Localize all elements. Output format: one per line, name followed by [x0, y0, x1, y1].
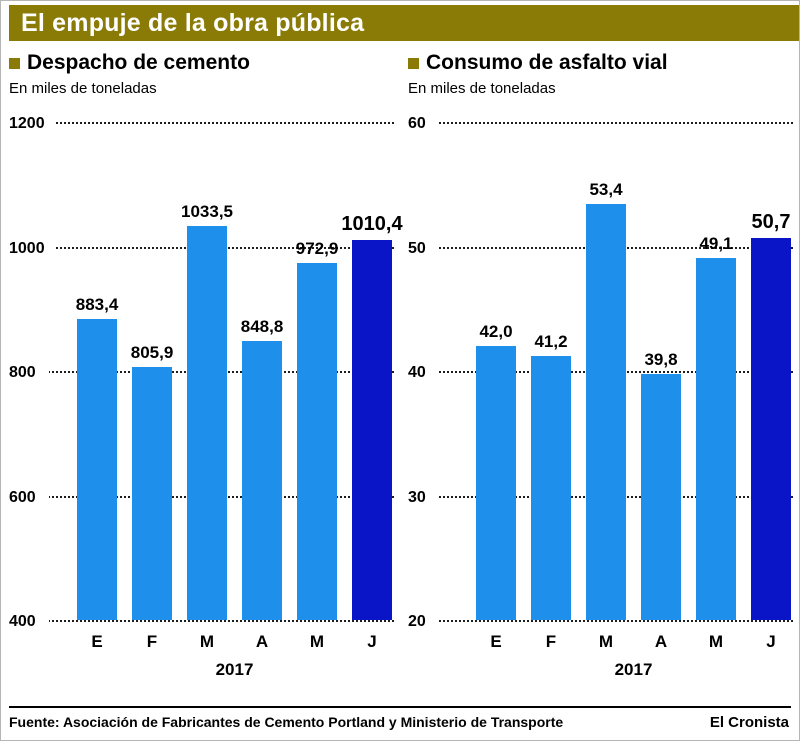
bar-column: 972,9 [295, 122, 339, 620]
bar-value-label: 805,9 [130, 343, 174, 363]
bar [242, 340, 282, 620]
bar-value-label-highlight: 1010,4 [341, 213, 403, 236]
bar-value-label: 49,1 [699, 233, 733, 253]
bar-highlight [352, 240, 392, 620]
x-tick-label: E [91, 632, 103, 651]
bullet-square-icon [9, 58, 20, 69]
x-tick-label: M [199, 632, 215, 651]
gridline: 60 [408, 114, 793, 134]
bullet-square-icon [408, 58, 419, 69]
x-tick-label: M [708, 632, 724, 651]
bar-column: 848,8 [240, 122, 284, 620]
chart-unit-label-asfalto: En miles de toneladas [408, 80, 556, 97]
bar [476, 346, 516, 620]
chart-header-cemento: Despacho de cemento [9, 51, 400, 75]
bar-value-label-highlight: 50,7 [751, 210, 791, 233]
bar-value-label: 883,4 [75, 295, 119, 315]
chart-title-asfalto: Consumo de asfalto vial [426, 51, 668, 74]
source-text: Fuente: Asociación de Fabricantes de Cem… [9, 714, 563, 730]
bar-column: 42,0 [476, 122, 516, 620]
plot-area-asfalto: 60 50 40 30 20 42,0 41,2 53,4 [408, 114, 799, 632]
x-axis-year-label: 2017 [614, 660, 653, 679]
x-tick-label: J [367, 632, 377, 651]
bar [641, 373, 681, 620]
x-tick-label: A [654, 632, 668, 651]
bars-group-cemento: 883,4 805,9 1033,5 848,8 [75, 122, 403, 620]
y-tick-label: 800 [9, 363, 49, 383]
gridline: 400 [9, 612, 394, 632]
y-tick-label: 1200 [9, 114, 54, 134]
footer: Fuente: Asociación de Fabricantes de Cem… [9, 714, 789, 731]
bar-column: 1033,5 [181, 122, 233, 620]
x-axis-categories-cemento: E F M A M J [77, 632, 392, 652]
chart-unit-label-cemento: En miles de toneladas [9, 80, 157, 97]
chart-header-asfalto: Consumo de asfalto vial [408, 51, 799, 75]
plot-area-cemento: 1200 1000 800 600 400 883,4 805,9 1033,5 [9, 114, 403, 632]
x-tick-label: M [598, 632, 614, 651]
footer-divider [9, 706, 791, 708]
y-tick-label: 20 [408, 612, 438, 632]
charts-row: Despacho de cemento En miles de tonelada… [1, 51, 799, 680]
y-tick-label: 400 [9, 612, 49, 632]
bar-column: 53,4 [586, 122, 626, 620]
bar [297, 263, 337, 620]
publication-credit: El Cronista [709, 714, 789, 731]
y-tick-label: 600 [9, 487, 49, 508]
bar-value-label: 41,2 [534, 332, 568, 352]
chart-panel-asfalto: Consumo de asfalto vial En miles de tone… [408, 51, 799, 680]
bar-column: 883,4 [75, 122, 119, 620]
bar-column: 49,1 [696, 122, 736, 620]
gridline: 20 [408, 612, 793, 632]
bar-value-label: 39,8 [644, 349, 678, 369]
y-tick-label: 1000 [9, 238, 54, 259]
bar-column-highlight: 50,7 [751, 122, 791, 620]
bar-highlight [751, 237, 791, 620]
x-tick-label: M [309, 632, 325, 651]
bar-value-label: 53,4 [589, 180, 623, 200]
bar-value-label: 42,0 [479, 322, 513, 342]
source-label: Fuente: [9, 714, 60, 730]
page-title: El empuje de la obra pública [9, 5, 799, 41]
bar [187, 225, 227, 620]
x-tick-label: J [766, 632, 776, 651]
y-tick-label: 60 [408, 114, 438, 134]
x-tick-label: E [490, 632, 502, 651]
x-axis-year-label: 2017 [215, 660, 254, 679]
bar [132, 367, 172, 620]
x-tick-label: F [146, 632, 158, 651]
bar-column: 39,8 [641, 122, 681, 620]
bar-value-label: 848,8 [240, 316, 284, 336]
bars-group-asfalto: 42,0 41,2 53,4 39,8 [476, 122, 791, 620]
bar [531, 356, 571, 620]
bar-value-label: 972,9 [295, 239, 339, 259]
x-tick-label: F [545, 632, 557, 651]
source-value: Asociación de Fabricantes de Cemento Por… [62, 714, 564, 730]
bar [77, 319, 117, 620]
bar-column-highlight: 1010,4 [341, 122, 403, 620]
x-axis-categories-asfalto: E F M A M J [476, 632, 791, 652]
bar-column: 41,2 [531, 122, 571, 620]
chart-panel-cemento: Despacho de cemento En miles de tonelada… [9, 51, 403, 680]
bar [586, 204, 626, 620]
bar-value-label: 1033,5 [181, 201, 233, 221]
y-tick-label: 50 [408, 238, 438, 259]
chart-title-cemento: Despacho de cemento [27, 51, 250, 74]
x-tick-label: A [255, 632, 269, 651]
y-tick-label: 30 [408, 487, 438, 508]
bar-column: 805,9 [130, 122, 174, 620]
gridline: 1200 [9, 114, 394, 134]
bar [696, 257, 736, 620]
y-tick-label: 40 [408, 363, 438, 383]
